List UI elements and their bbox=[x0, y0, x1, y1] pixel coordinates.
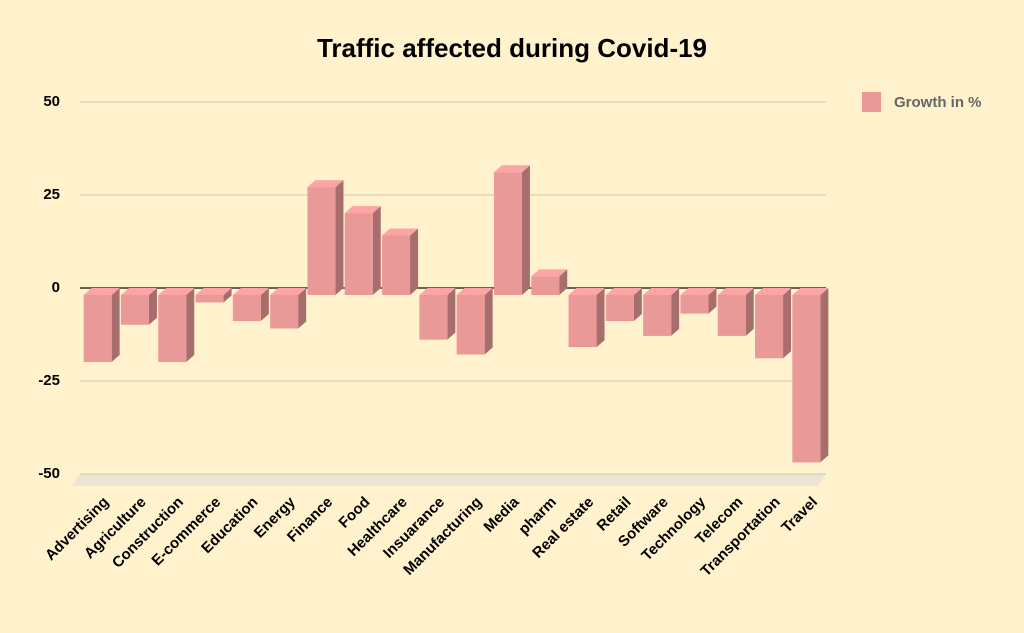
bar-side bbox=[298, 288, 307, 329]
bar bbox=[382, 235, 411, 295]
bar-side bbox=[559, 269, 568, 295]
bar-side bbox=[521, 165, 530, 295]
bar-side bbox=[783, 288, 792, 359]
bar-top bbox=[344, 206, 381, 214]
bar-side bbox=[484, 288, 493, 355]
y-tick-label: 0 bbox=[52, 279, 60, 296]
bar-side bbox=[820, 288, 829, 463]
bar bbox=[717, 295, 746, 336]
y-tick-label: 50 bbox=[43, 93, 60, 110]
bar-group bbox=[643, 288, 680, 336]
bar bbox=[493, 172, 522, 295]
bar-top bbox=[792, 288, 829, 295]
y-tick-label: -50 bbox=[38, 465, 60, 482]
bar-top bbox=[493, 165, 530, 173]
bar-top bbox=[680, 288, 717, 295]
bar-group bbox=[120, 288, 157, 325]
legend-label: Growth in % bbox=[894, 94, 982, 111]
bar-top bbox=[307, 180, 344, 188]
bar-group bbox=[232, 288, 269, 322]
bar bbox=[83, 295, 112, 362]
bar-side bbox=[372, 206, 381, 295]
bar bbox=[232, 295, 261, 322]
bar-top bbox=[120, 288, 157, 295]
bar-side bbox=[186, 288, 195, 362]
bar-side bbox=[671, 288, 680, 336]
bar-top bbox=[531, 269, 568, 277]
bar-top bbox=[605, 288, 642, 295]
bar-group bbox=[493, 165, 530, 295]
bar-side bbox=[633, 288, 642, 322]
bar-group bbox=[83, 288, 120, 362]
bar bbox=[456, 295, 485, 355]
bar bbox=[643, 295, 672, 336]
bar bbox=[270, 295, 299, 329]
bar-top bbox=[419, 288, 456, 295]
bar bbox=[605, 295, 634, 322]
bar-side bbox=[708, 288, 717, 314]
bar-group bbox=[531, 269, 568, 295]
bar bbox=[419, 295, 448, 340]
bar-side bbox=[596, 288, 605, 348]
bar bbox=[195, 295, 224, 303]
bar bbox=[792, 295, 821, 463]
bar-group bbox=[158, 288, 195, 362]
bar-group bbox=[456, 288, 493, 355]
legend-swatch bbox=[862, 92, 881, 112]
bar-group bbox=[344, 206, 381, 295]
bar-side bbox=[410, 228, 419, 295]
bar bbox=[755, 295, 784, 359]
bar-top bbox=[270, 288, 307, 295]
bar-top bbox=[755, 288, 792, 295]
bar-top bbox=[568, 288, 605, 295]
bar-top bbox=[158, 288, 195, 295]
bar bbox=[344, 213, 373, 295]
bar-group bbox=[195, 288, 232, 303]
bar-top bbox=[643, 288, 680, 295]
bar bbox=[120, 295, 149, 325]
bar-group bbox=[382, 228, 419, 295]
bar bbox=[680, 295, 709, 314]
bar-group bbox=[605, 288, 642, 322]
bar-side bbox=[447, 288, 456, 340]
bar-group bbox=[270, 288, 307, 329]
bar-group bbox=[717, 288, 754, 336]
bar-top bbox=[232, 288, 269, 295]
chart-title: Traffic affected during Covid-19 bbox=[317, 33, 707, 63]
bar-side bbox=[260, 288, 269, 322]
bar-group bbox=[568, 288, 605, 348]
bar-group bbox=[419, 288, 456, 340]
bar-group bbox=[755, 288, 792, 359]
bar-side bbox=[148, 288, 157, 325]
bar-top bbox=[717, 288, 754, 295]
bar-side bbox=[335, 180, 344, 295]
bar-group bbox=[792, 288, 829, 463]
bar bbox=[307, 187, 336, 295]
bar bbox=[158, 295, 187, 362]
bar-side bbox=[745, 288, 754, 336]
bar-group bbox=[307, 180, 344, 295]
bar-side bbox=[111, 288, 120, 362]
bar-side bbox=[223, 288, 232, 303]
bar-group bbox=[680, 288, 717, 314]
bar-top bbox=[195, 288, 232, 295]
floor bbox=[72, 474, 826, 486]
y-tick-label: 25 bbox=[43, 186, 60, 203]
bar bbox=[531, 276, 560, 295]
y-tick-label: -25 bbox=[38, 372, 60, 389]
bar-top bbox=[456, 288, 493, 295]
bar-top bbox=[382, 228, 419, 236]
bar bbox=[568, 295, 597, 348]
bar-top bbox=[83, 288, 120, 295]
